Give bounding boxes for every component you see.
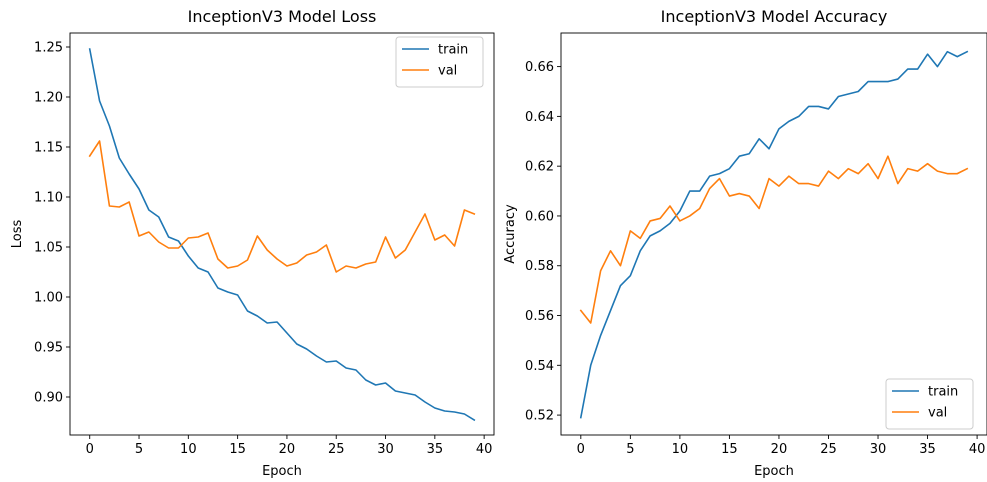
- loss-x-tick-label: 5: [135, 442, 143, 457]
- loss-y-tick-label: 1.00: [34, 291, 63, 306]
- accuracy-legend: train val: [885, 378, 974, 430]
- accuracy-x-tick-label: 25: [820, 442, 837, 457]
- accuracy-y-tick-label: 0.64: [525, 110, 554, 125]
- loss-chart: InceptionV3 Model Loss 0 5 10 15 20 25 30 35 40 0.…: [10, 7, 495, 479]
- loss-x-axis-label: Epoch: [262, 464, 302, 479]
- loss-x-tick-label: 0: [86, 442, 94, 457]
- loss-x-tick-label: 40: [476, 442, 493, 457]
- loss-x-tick-label: 10: [180, 442, 197, 457]
- loss-legend-val-label: val: [438, 64, 457, 79]
- accuracy-y-tick-label: 0.52: [525, 409, 554, 424]
- loss-legend-train-label: train: [438, 43, 468, 58]
- loss-plot-frame: [69, 32, 495, 436]
- accuracy-x-axis-label: Epoch: [754, 464, 794, 479]
- accuracy-x-tick-label: 0: [577, 442, 585, 457]
- accuracy-legend-val-label: val: [928, 406, 947, 421]
- accuracy-y-tick-label: 0.66: [525, 60, 554, 75]
- accuracy-y-tick-label: 0.54: [525, 359, 554, 374]
- accuracy-x-tick-label: 30: [870, 442, 887, 457]
- loss-series-train-line: [88, 48, 476, 422]
- loss-legend: train val: [395, 36, 484, 88]
- accuracy-y-axis-label: Accuracy: [503, 204, 518, 264]
- accuracy-chart: InceptionV3 Model Accuracy 0 5 10 15 20 25 30 35…: [503, 7, 987, 479]
- loss-y-tick-label: 1.05: [34, 241, 63, 256]
- loss-x-tick-label: 30: [377, 442, 394, 457]
- loss-x-tick-label: 25: [328, 442, 345, 457]
- loss-y-tick-label: 0.90: [34, 391, 63, 406]
- loss-chart-title: InceptionV3 Model Loss: [188, 7, 377, 26]
- loss-y-tick-label: 1.25: [34, 41, 63, 56]
- loss-x-tick-label: 35: [427, 442, 444, 457]
- loss-y-tick-label: 1.15: [34, 141, 63, 156]
- accuracy-chart-title: InceptionV3 Model Accuracy: [661, 7, 888, 26]
- accuracy-x-tick-label: 15: [721, 442, 738, 457]
- accuracy-plot-frame: [560, 32, 987, 436]
- accuracy-y-tick-label: 0.60: [525, 209, 554, 224]
- accuracy-x-tick-label: 20: [771, 442, 788, 457]
- loss-y-tick-label: 1.20: [34, 91, 63, 106]
- accuracy-legend-train-label: train: [928, 385, 958, 400]
- loss-y-tick-label: 1.10: [34, 191, 63, 206]
- accuracy-y-tick-label: 0.58: [525, 259, 554, 274]
- accuracy-x-tick-label: 40: [969, 442, 986, 457]
- accuracy-series-val-line: [579, 155, 969, 324]
- accuracy-x-tick-label: 35: [919, 442, 936, 457]
- loss-x-tick-label: 15: [229, 442, 246, 457]
- loss-series-val-line: [88, 140, 476, 273]
- accuracy-series-train-line: [579, 50, 969, 419]
- loss-y-axis-label: Loss: [10, 220, 25, 249]
- accuracy-y-tick-label: 0.56: [525, 309, 554, 324]
- accuracy-x-tick-label: 10: [672, 442, 689, 457]
- loss-x-tick-label: 20: [279, 442, 296, 457]
- loss-y-tick-label: 0.95: [34, 341, 63, 356]
- accuracy-y-tick-label: 0.62: [525, 160, 554, 175]
- accuracy-x-tick-label: 5: [626, 442, 634, 457]
